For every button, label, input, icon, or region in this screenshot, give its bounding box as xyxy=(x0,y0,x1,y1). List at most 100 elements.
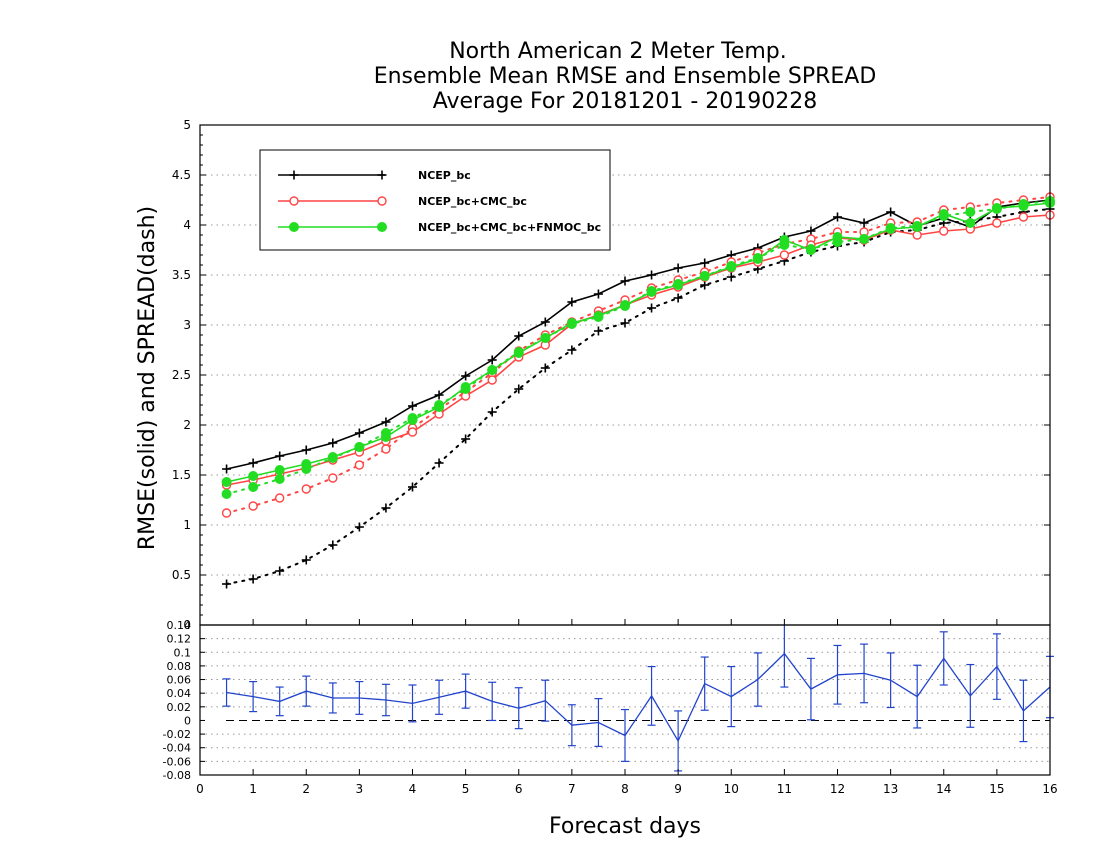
spread-point xyxy=(408,482,417,492)
rmse-point xyxy=(275,451,285,461)
spread-point xyxy=(381,444,391,454)
y-tick-label: 2.5 xyxy=(172,368,191,382)
spread-point xyxy=(221,508,232,518)
lower-y-axis: 0.140.120.10.080.060.040.020-0.02-0.04-0… xyxy=(163,619,205,782)
rmse-point xyxy=(779,250,790,260)
y-tick-label: 0.02 xyxy=(167,701,192,714)
y-axis-title: RMSE(solid) and SPREAD(dash) xyxy=(135,206,160,550)
rmse-point xyxy=(885,224,896,234)
rmse-point xyxy=(752,254,763,264)
title-line-3: Average For 20181201 - 20190228 xyxy=(433,89,818,114)
x-tick-label: 1 xyxy=(249,782,257,796)
spread-point xyxy=(248,574,258,584)
y-tick-label: 0 xyxy=(183,618,191,632)
legend-marker xyxy=(377,170,387,180)
rmse-point xyxy=(833,212,842,222)
rmse-point xyxy=(434,390,444,400)
rmse-point xyxy=(992,218,1002,228)
y-tick-label: 0.08 xyxy=(167,660,192,673)
rmse-point xyxy=(460,382,471,392)
rmse-line xyxy=(226,214,1051,486)
legend-marker xyxy=(289,222,299,232)
spread-point xyxy=(540,363,550,373)
rmse-point xyxy=(222,464,232,474)
rmse-point xyxy=(806,226,816,236)
rmse-point xyxy=(328,438,338,448)
rmse-point xyxy=(912,222,923,232)
y-tick-label: 4 xyxy=(183,218,191,232)
series-0 xyxy=(222,195,1055,589)
rmse-point xyxy=(434,402,445,412)
legend-label: NCEP_bc xyxy=(418,169,471,182)
rmse-point xyxy=(886,207,896,217)
y-tick-label: -0.06 xyxy=(163,755,191,768)
y-tick-label: 5 xyxy=(183,118,191,132)
legend-marker xyxy=(289,170,299,180)
rmse-point xyxy=(566,318,577,328)
spread-point xyxy=(567,345,577,355)
rmse-point xyxy=(1018,201,1029,211)
difference-series xyxy=(222,625,1054,772)
legend-item: NCEP_bc+CMC_bc xyxy=(278,195,527,208)
x-tick-label: 9 xyxy=(674,782,682,796)
y-tick-label: -0.08 xyxy=(163,769,191,782)
lower-series xyxy=(222,625,1054,772)
spread-point xyxy=(965,207,976,217)
y-tick-label: -0.02 xyxy=(163,728,191,741)
x-tick-label: 3 xyxy=(356,782,364,796)
y-tick-label: -0.04 xyxy=(163,742,191,755)
x-tick-label: 8 xyxy=(621,782,629,796)
legend-label: NCEP_bc+CMC_bc+FNMOC_bc xyxy=(418,221,601,234)
difference-line xyxy=(226,652,1051,743)
rmse-point xyxy=(938,209,949,219)
rmse-point xyxy=(593,311,604,321)
rmse-point xyxy=(487,365,498,375)
rmse-point xyxy=(939,226,949,236)
legend-item: NCEP_bc+CMC_bc+FNMOC_bc xyxy=(278,221,601,234)
rmse-point xyxy=(1018,212,1029,222)
rmse-point xyxy=(859,234,870,244)
y-tick-label: 0 xyxy=(184,714,191,727)
legend-marker xyxy=(377,222,387,232)
rmse-point xyxy=(859,218,869,228)
y-tick-label: 1 xyxy=(183,518,191,532)
legend: NCEP_bc NCEP_bc+CMC_bc NCEP_bc+CMC_bc+FNMO… xyxy=(259,149,611,251)
spread-point xyxy=(248,501,258,511)
rmse-point xyxy=(381,417,391,427)
rmse-point xyxy=(407,415,418,425)
y-tick-label: 0.06 xyxy=(167,674,192,687)
rmse-point xyxy=(354,442,365,452)
x-tick-label: 11 xyxy=(777,782,792,796)
spread-line xyxy=(225,196,1051,514)
rmse-point xyxy=(673,263,683,273)
rmse-point xyxy=(700,258,710,268)
y-tick-label: 0.12 xyxy=(167,633,192,646)
spread-point xyxy=(461,434,471,444)
spread-point xyxy=(673,293,683,303)
x-tick-label: 12 xyxy=(830,782,845,796)
rmse-point xyxy=(567,297,577,307)
x-axis: 0 1 2 3 4 5 6 7 8 9 10 11 12 13 14 15 16 xyxy=(196,619,1058,796)
spread-point xyxy=(434,458,444,468)
rmse-point xyxy=(673,280,684,290)
spread-point xyxy=(274,474,285,484)
spread-point xyxy=(354,460,365,470)
rmse-point xyxy=(805,245,816,255)
x-axis-title: Forecast days xyxy=(549,814,701,839)
rmse-point xyxy=(408,401,417,411)
y-tick-label: 0.04 xyxy=(167,687,192,700)
x-tick-label: 7 xyxy=(568,782,576,796)
y-tick-label: 3 xyxy=(183,318,191,332)
x-tick-label: 16 xyxy=(1042,782,1057,796)
rmse-point xyxy=(407,427,418,437)
upper-y-axis: 0 0.5 1 1.5 2 2.5 3 3.5 4 4.5 5 xyxy=(172,118,1050,632)
spread-point xyxy=(647,303,657,313)
y-tick-label: 0.1 xyxy=(174,646,192,659)
spread-point xyxy=(301,484,311,494)
rmse-point xyxy=(965,218,976,228)
error-bar xyxy=(222,678,231,707)
spread-point xyxy=(514,384,524,394)
rmse-point xyxy=(274,465,285,475)
spread-point xyxy=(221,489,232,499)
